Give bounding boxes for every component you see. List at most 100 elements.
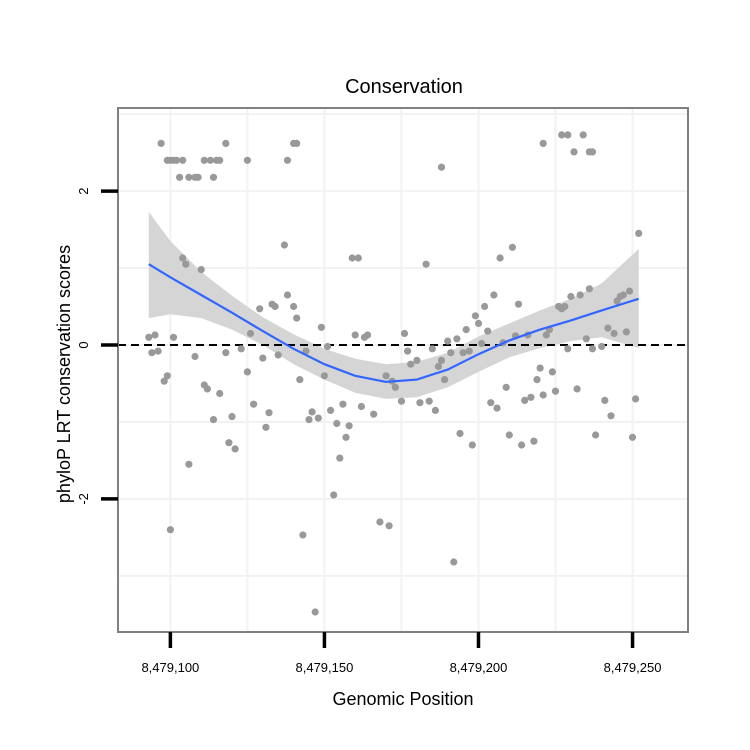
data-point [484, 327, 492, 335]
data-point [598, 342, 606, 351]
data-point [336, 454, 344, 462]
smooth-trend-line [148, 263, 640, 384]
data-point [209, 416, 218, 424]
data-point [206, 156, 214, 164]
data-point [182, 260, 190, 268]
data-point [490, 291, 498, 299]
data-point [625, 287, 634, 295]
data-point [468, 441, 476, 449]
data-point [579, 131, 587, 139]
data-point [391, 383, 399, 391]
data-point [518, 441, 526, 449]
data-point [607, 412, 615, 420]
data-point [635, 229, 643, 237]
plot-panel [117, 107, 689, 633]
data-point [558, 131, 566, 139]
data-point [536, 364, 544, 372]
data-point [493, 404, 501, 412]
data-point [462, 326, 470, 334]
data-point [437, 163, 446, 171]
data-point [570, 148, 578, 156]
data-point [564, 345, 572, 353]
data-point [573, 385, 581, 393]
data-point [588, 345, 597, 353]
data-point [576, 291, 584, 299]
data-point [256, 305, 264, 313]
data-point [474, 319, 483, 327]
data-point [225, 439, 233, 447]
data-point [453, 335, 461, 343]
data-point [243, 156, 251, 164]
data-point [471, 312, 479, 320]
data-point [320, 372, 328, 380]
y-axis-title: phyloP LRT conservation scores [54, 245, 74, 503]
data-point [163, 372, 171, 380]
data-point [169, 333, 178, 341]
x-tick-label: 8,479,250 [604, 660, 662, 675]
data-point [311, 608, 319, 616]
data-point [431, 406, 439, 414]
panel-border [117, 107, 689, 633]
data-point [382, 372, 390, 380]
data-point [259, 354, 267, 362]
data-point [465, 347, 473, 355]
data-point [243, 368, 251, 376]
data-point [348, 254, 356, 262]
data-point [413, 356, 421, 364]
data-point [185, 460, 193, 468]
data-point [505, 431, 513, 439]
data-point [339, 400, 347, 408]
data-point [407, 360, 415, 368]
data-point [323, 342, 332, 351]
data-point [154, 347, 162, 355]
data-point [237, 345, 245, 353]
data-point [250, 400, 258, 408]
data-point [296, 376, 304, 384]
data-point [191, 352, 199, 361]
data-point [539, 139, 547, 147]
data-point [567, 292, 575, 301]
data-point [533, 376, 541, 384]
data-point [265, 409, 273, 417]
data-point [582, 335, 590, 343]
data-point [441, 376, 449, 384]
data-point [370, 410, 378, 418]
data-point [342, 433, 350, 441]
data-point [160, 377, 168, 385]
data-point [179, 156, 187, 164]
data-point [487, 399, 495, 407]
data-point [400, 329, 409, 338]
data-point [588, 148, 597, 156]
data-point [437, 356, 446, 364]
x-tick-label: 8,479,100 [141, 660, 199, 675]
x-tick-label: 8,479,150 [296, 660, 354, 675]
data-point [601, 396, 609, 404]
data-point [145, 333, 153, 341]
data-point [548, 368, 557, 376]
data-point [561, 302, 569, 311]
data-point [305, 416, 313, 424]
data-point [209, 173, 218, 181]
data-point [280, 241, 288, 249]
data-point [397, 397, 406, 405]
data-point [185, 173, 193, 181]
data-point [592, 431, 600, 439]
data-point [179, 254, 187, 262]
data-point [622, 328, 631, 336]
data-point [290, 302, 298, 311]
data-point [231, 445, 239, 453]
data-point [246, 329, 255, 338]
data-point [197, 266, 205, 274]
data-point [610, 329, 618, 338]
data-point [376, 518, 384, 526]
data-point [357, 402, 365, 411]
data-point [314, 414, 322, 422]
data-point [172, 156, 181, 164]
data-point [274, 351, 282, 359]
data-point [283, 156, 292, 164]
y-tick-label: 2 [76, 187, 91, 194]
data-point [404, 347, 412, 355]
data-point [216, 389, 224, 398]
y-tick-label: -2 [76, 493, 91, 505]
